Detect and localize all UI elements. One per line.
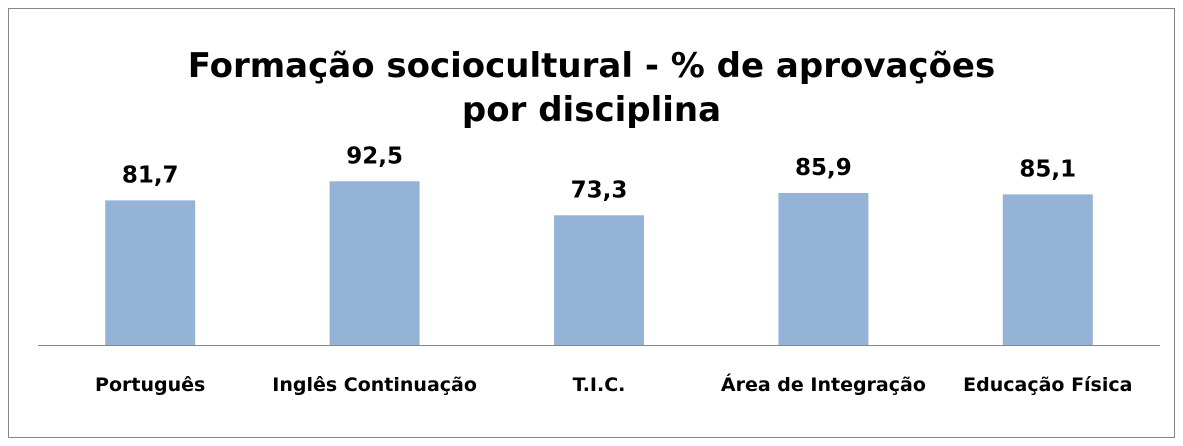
x-tick-label: Inglês Continuação xyxy=(272,374,477,396)
data-label: 92,5 xyxy=(346,143,403,169)
x-tick-label: Português xyxy=(95,374,206,396)
data-label: 85,9 xyxy=(795,155,852,181)
x-tick-label: Área de Integração xyxy=(720,374,926,396)
bar xyxy=(329,181,420,345)
data-label: 81,7 xyxy=(122,162,179,188)
data-label: 85,1 xyxy=(1019,156,1076,182)
bar xyxy=(105,200,196,345)
bar xyxy=(778,192,869,345)
data-label: 73,3 xyxy=(571,177,628,203)
x-tick-label: T.I.C. xyxy=(572,374,626,396)
x-tick-label: Educação Física xyxy=(963,374,1133,396)
bar xyxy=(554,215,644,345)
chart-title: Formação sociocultural - % de aprovações… xyxy=(187,46,996,130)
bar xyxy=(1002,194,1093,345)
